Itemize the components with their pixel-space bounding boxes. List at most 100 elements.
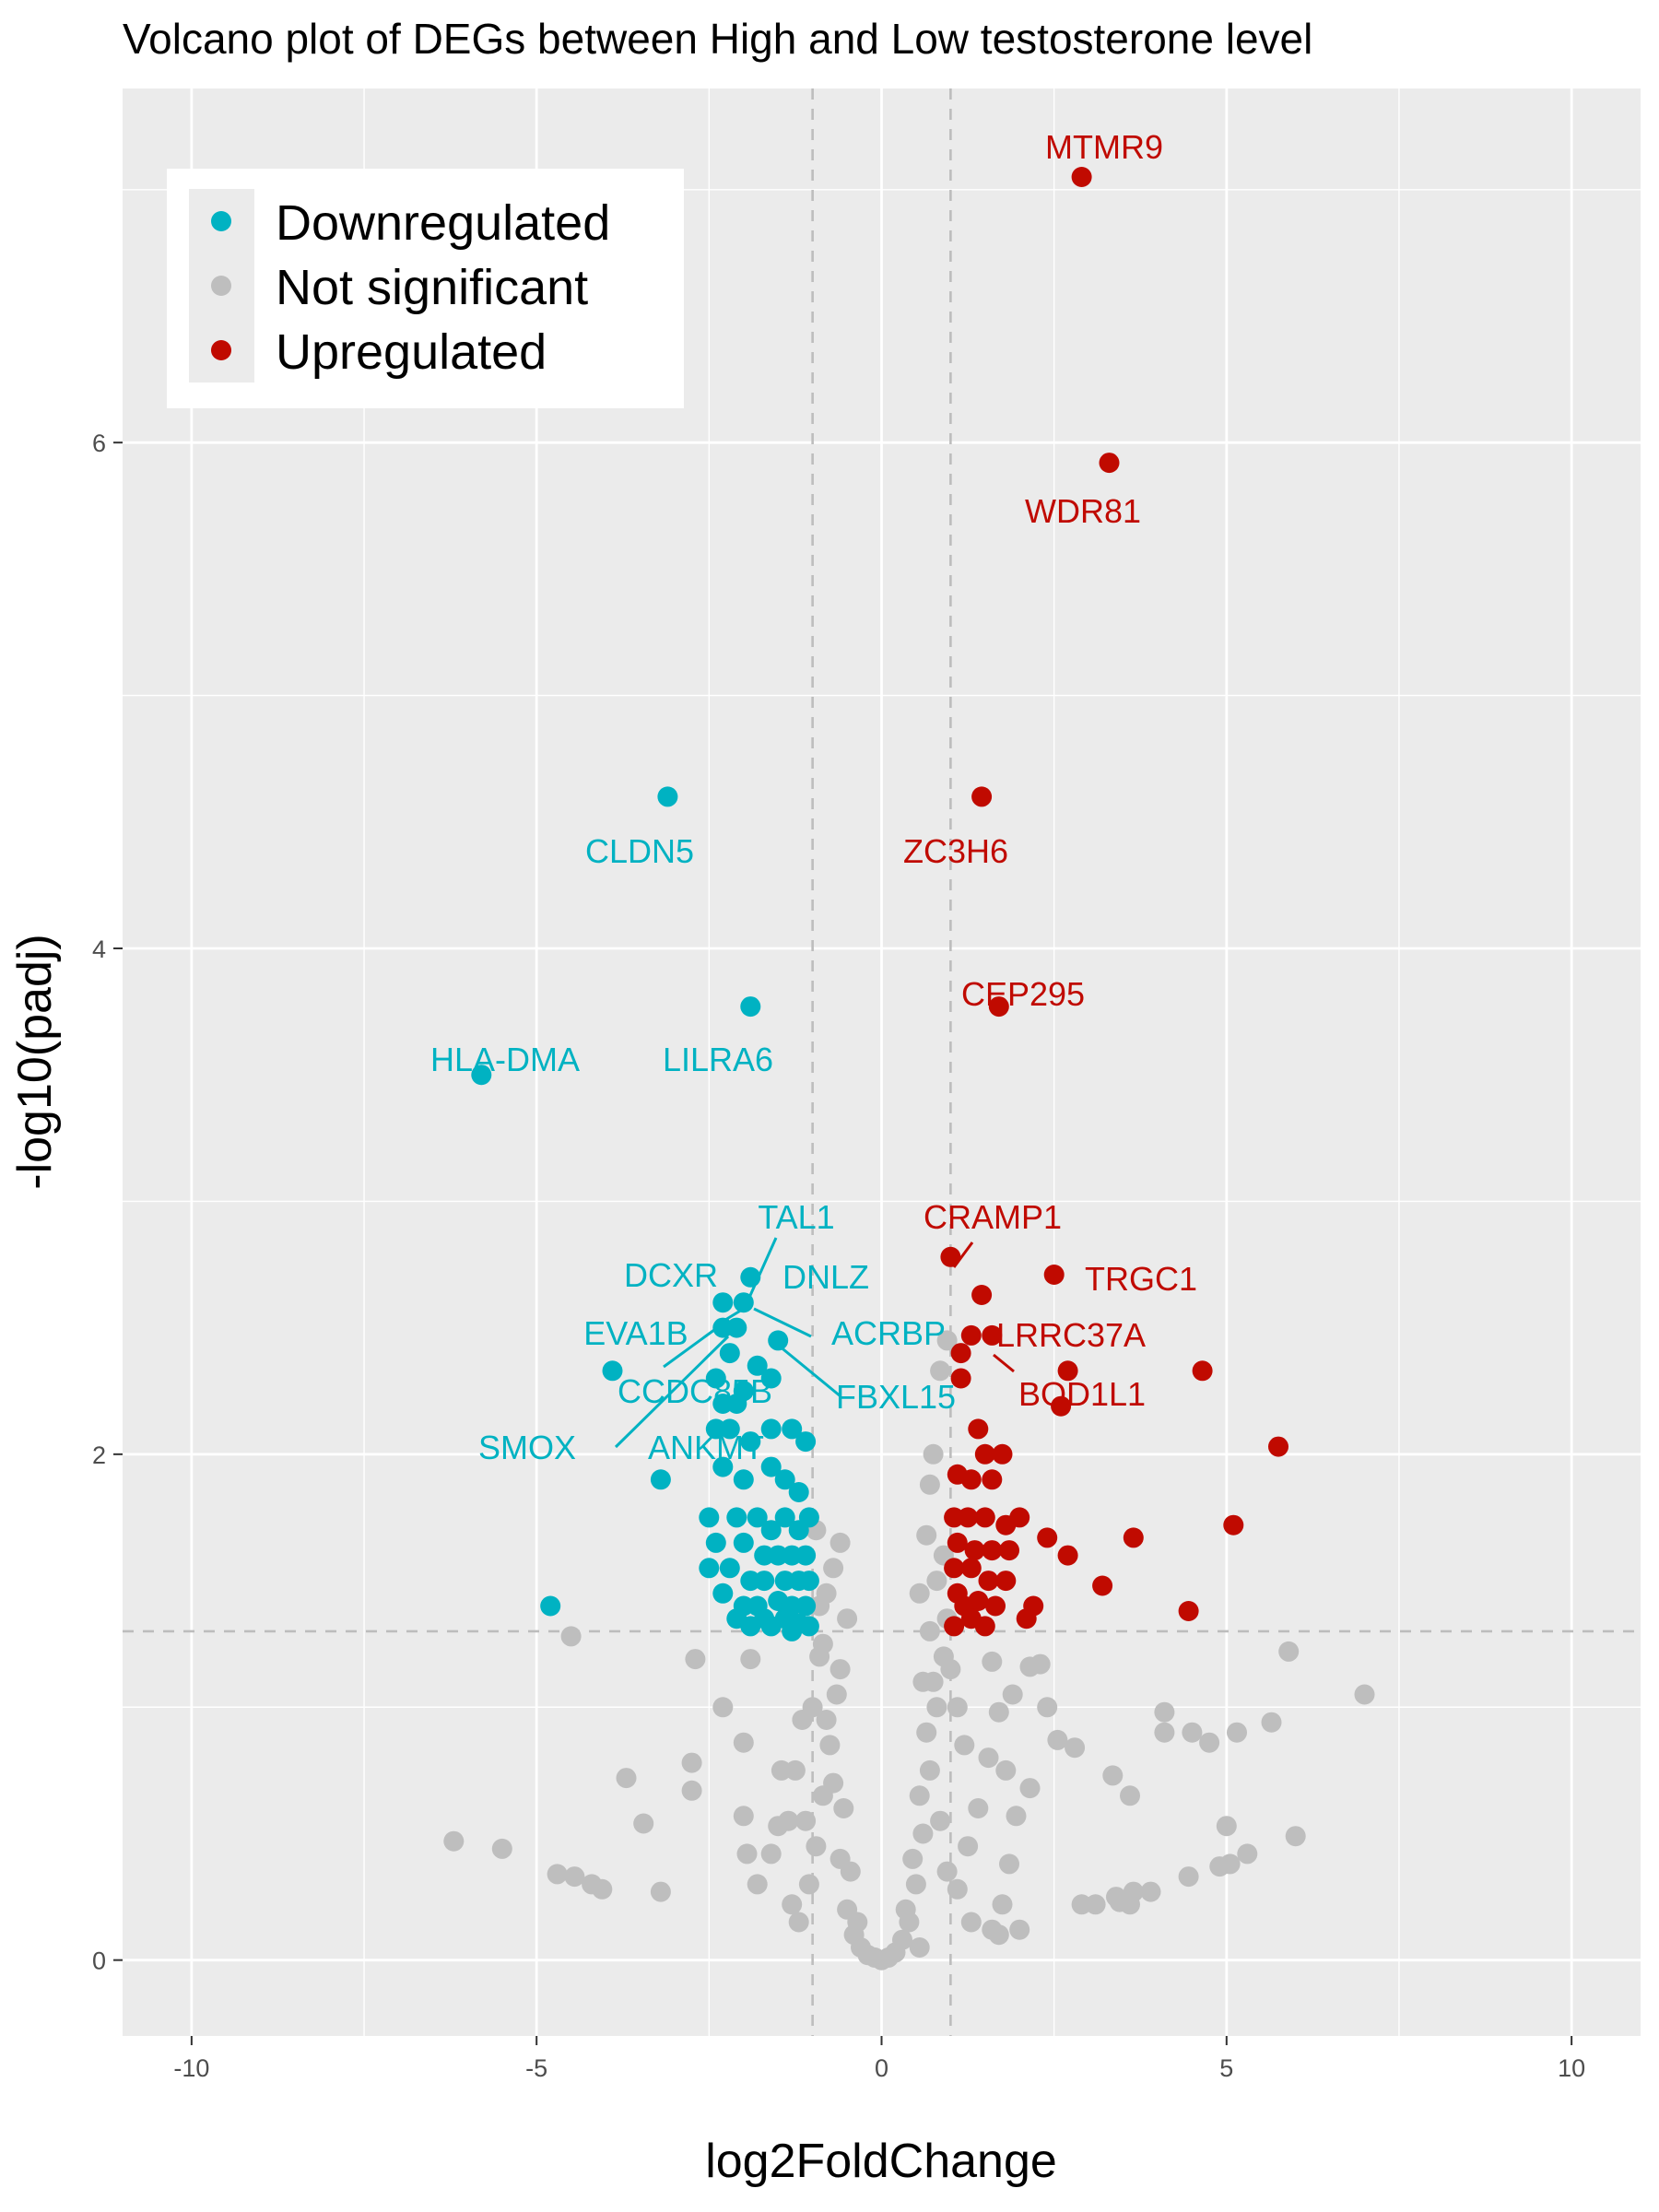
data-point	[760, 1368, 782, 1389]
data-point	[685, 1649, 706, 1670]
data-point	[919, 1474, 940, 1495]
data-point	[1092, 1575, 1113, 1596]
data-point	[782, 1418, 803, 1440]
data-point	[944, 1558, 965, 1579]
legend: Downregulated Not significant Upregulate…	[167, 169, 684, 408]
gene-label: HLA-DMA	[430, 1041, 580, 1078]
data-point	[840, 1861, 861, 1882]
data-point	[944, 1616, 965, 1637]
x-axis: -10 -5 0 5 10	[173, 2036, 1585, 2082]
data-point	[1019, 1778, 1041, 1799]
data-point	[971, 1285, 993, 1305]
data-point	[1002, 1684, 1023, 1705]
label-connector	[778, 1344, 841, 1398]
data-point	[1057, 1360, 1078, 1382]
data-point	[847, 1912, 868, 1933]
data-point	[633, 1813, 654, 1834]
data-point	[1154, 1701, 1175, 1723]
data-point	[1178, 1866, 1199, 1888]
data-point	[754, 1571, 775, 1592]
x-tick-label: 0	[875, 2054, 888, 2082]
x-tick-label: 10	[1558, 2054, 1585, 2082]
data-point	[988, 996, 1009, 1018]
data-point	[930, 1360, 951, 1382]
data-point	[985, 1595, 1006, 1617]
gene-label: CRAMP1	[924, 1198, 1062, 1236]
data-point	[806, 1836, 827, 1857]
data-point	[950, 1343, 971, 1364]
legend-dot-upregulated	[211, 340, 231, 360]
data-point	[978, 1571, 999, 1592]
data-point	[712, 1697, 734, 1718]
data-point	[726, 1507, 747, 1528]
points-upregulated	[940, 167, 1288, 1637]
data-point	[760, 1616, 782, 1637]
data-point	[909, 1583, 930, 1604]
label-connector	[663, 1318, 729, 1369]
data-point	[947, 1697, 968, 1718]
data-point	[747, 1355, 768, 1376]
data-point	[760, 1843, 782, 1865]
data-point	[982, 1540, 1003, 1561]
data-point	[726, 1394, 747, 1414]
data-point	[699, 1558, 720, 1579]
data-point	[960, 1558, 982, 1579]
data-point	[760, 1456, 782, 1477]
data-point	[798, 1874, 819, 1895]
data-point	[1192, 1360, 1213, 1382]
data-point	[833, 1798, 854, 1818]
data-point	[788, 1912, 809, 1933]
legend-dot-downregulated	[211, 211, 231, 231]
label-connector	[724, 1302, 752, 1322]
legend-label-downregulated: Downregulated	[276, 195, 610, 251]
gene-label: LILRA6	[663, 1041, 773, 1078]
data-point	[926, 1571, 947, 1592]
data-point	[995, 1571, 1017, 1592]
data-point	[719, 1343, 740, 1364]
data-point	[982, 1919, 1003, 1940]
data-point	[1140, 1881, 1161, 1902]
data-point	[968, 1798, 989, 1818]
data-point	[950, 1368, 971, 1389]
data-point	[919, 1759, 940, 1781]
data-point	[974, 1443, 995, 1465]
x-tick-label: -5	[525, 2054, 547, 2082]
gene-label: ACRBP	[831, 1314, 946, 1352]
data-point	[712, 1292, 734, 1313]
data-point	[816, 1710, 837, 1730]
data-point	[999, 1540, 1019, 1561]
data-point	[1051, 1395, 1072, 1417]
data-point	[1071, 167, 1092, 187]
data-point	[747, 1874, 768, 1895]
data-point	[705, 1532, 726, 1553]
data-point	[705, 1368, 726, 1389]
data-point	[768, 1330, 789, 1351]
data-point	[1199, 1732, 1220, 1753]
data-point	[760, 1418, 782, 1440]
label-connector	[993, 1353, 1015, 1373]
data-point	[471, 1065, 492, 1086]
data-point	[1102, 1765, 1124, 1786]
gene-label: ZC3H6	[903, 832, 1008, 870]
data-point	[916, 1524, 937, 1546]
label-connector	[753, 1307, 812, 1338]
data-point	[995, 1759, 1017, 1781]
data-point	[1261, 1712, 1282, 1733]
data-point	[782, 1894, 803, 1915]
data-point	[905, 1874, 926, 1895]
data-point	[960, 1469, 982, 1490]
data-point	[930, 1810, 951, 1831]
label-connector	[614, 1335, 730, 1449]
data-point	[1120, 1785, 1140, 1806]
gene-label: WDR81	[1025, 492, 1141, 530]
data-point	[733, 1532, 754, 1553]
points-not-significant	[443, 1330, 1375, 1971]
data-point	[1047, 1729, 1068, 1750]
data-point	[795, 1431, 817, 1453]
data-point	[958, 1836, 979, 1857]
data-point	[960, 1324, 982, 1346]
data-point	[974, 1616, 995, 1637]
x-tick-label: 5	[1219, 2054, 1233, 2082]
label-connectors	[614, 1237, 1015, 1449]
